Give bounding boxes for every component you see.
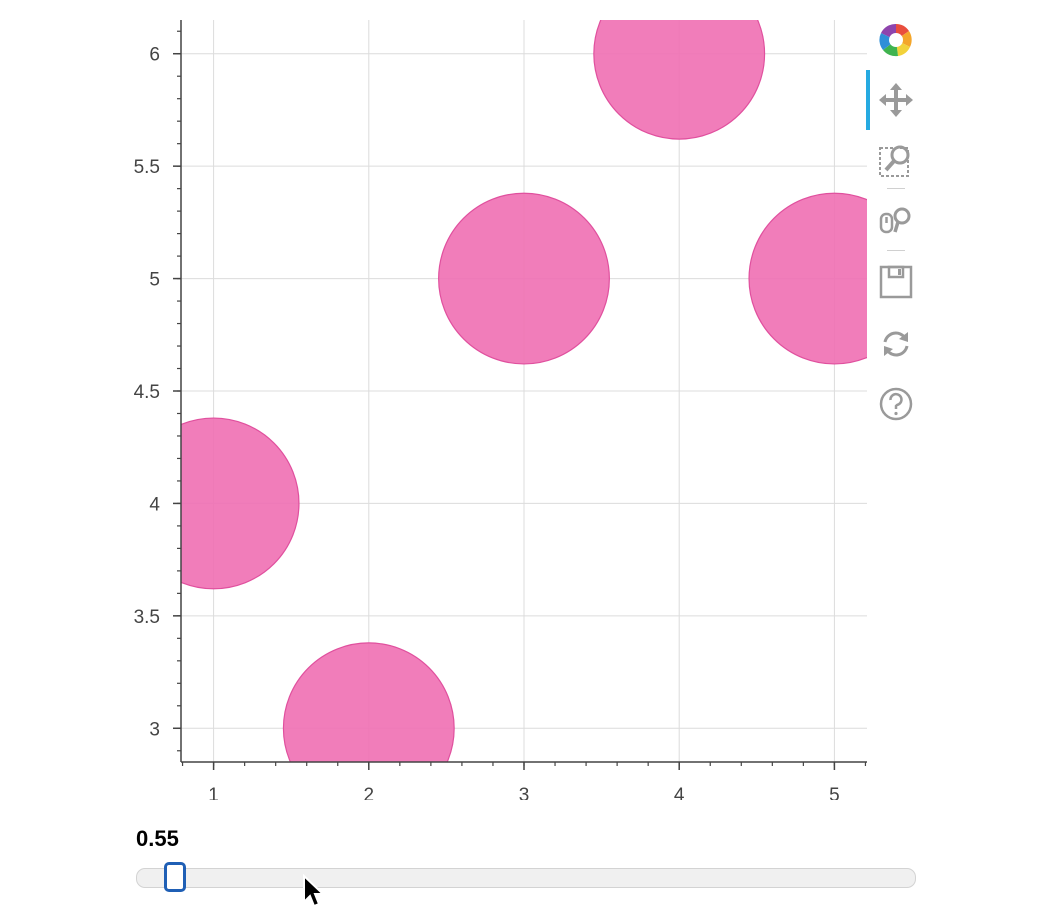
- y-tick-label: 5.5: [134, 157, 160, 178]
- scatter-point: [181, 417, 300, 590]
- axes: 1 2 3 4 5 3 3.5 4 4.5 5 5.5 6: [134, 20, 867, 800]
- y-tick-label: 6: [149, 45, 160, 66]
- scatter-point: [282, 642, 455, 762]
- x-tick-label: 5: [829, 785, 840, 800]
- mouse-cursor-icon: [303, 874, 326, 908]
- scatter-markers: [181, 20, 867, 762]
- slider-track[interactable]: [136, 868, 916, 888]
- active-tool-indicator: [866, 70, 870, 130]
- scatter-point: [593, 20, 766, 140]
- slider-widget: 0.55: [136, 826, 916, 896]
- plot-canvas[interactable]: 1 2 3 4 5 3 3.5 4 4.5 5 5.5 6: [0, 0, 1062, 800]
- x-tick-label: 2: [364, 785, 375, 800]
- scatter-point: [438, 192, 610, 365]
- wheel-zoom-tool-icon[interactable]: [876, 200, 916, 240]
- x-tick-label: 3: [519, 785, 530, 800]
- x-tick-label: 4: [674, 785, 685, 800]
- bokeh-logo-icon[interactable]: [876, 20, 916, 60]
- pan-tool-icon[interactable]: [876, 80, 916, 120]
- slider-value-label: 0.55: [136, 826, 179, 851]
- y-tick-label: 4: [149, 494, 160, 515]
- y-tick-label: 4.5: [134, 382, 160, 403]
- y-tick-label: 5: [149, 270, 160, 291]
- toolbar-divider: [887, 188, 905, 189]
- grid-lines: [181, 20, 867, 762]
- slider-handle[interactable]: [164, 862, 187, 892]
- box-zoom-tool-icon[interactable]: [876, 140, 916, 180]
- scatter-point: [748, 192, 867, 365]
- save-tool-icon[interactable]: [876, 262, 916, 302]
- toolbar: [866, 14, 926, 424]
- help-tool-icon[interactable]: [876, 384, 916, 424]
- toolbar-divider: [887, 250, 905, 251]
- y-tick-label: 3.5: [134, 607, 160, 628]
- reset-tool-icon[interactable]: [876, 324, 916, 364]
- y-tick-label: 3: [149, 719, 160, 740]
- x-tick-label: 1: [208, 785, 219, 800]
